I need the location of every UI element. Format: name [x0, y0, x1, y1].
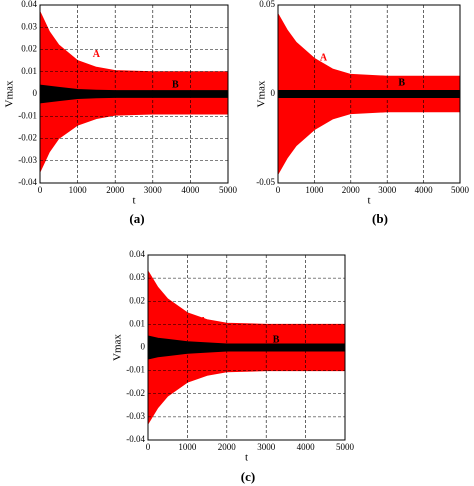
- caption: (b): [372, 211, 388, 226]
- x-tick-label: 3000: [378, 185, 397, 195]
- y-tick-label: 0.04: [21, 0, 37, 9]
- y-tick-label: -0.03: [126, 411, 145, 421]
- upper-envelope: [277, 13, 460, 77]
- y-axis-label: Vmax: [112, 334, 124, 361]
- x-tick-label: 4000: [181, 185, 200, 195]
- y-tick-label: 0.05: [259, 0, 275, 9]
- y-tick-label: -0.01: [18, 110, 37, 120]
- series-label: A: [93, 49, 101, 60]
- x-tick-label: 0: [38, 185, 43, 195]
- y-tick-label: -0.04: [126, 434, 145, 444]
- x-tick-label: 5000: [336, 442, 355, 452]
- panel: A B 0 1000 2000 3000 4000 5000 -0.04 -0.03 -0.02 -0…: [112, 249, 355, 484]
- x-tick-label: 1000: [69, 185, 88, 195]
- y-tick-label: 0.03: [129, 272, 145, 282]
- caption: (c): [241, 469, 255, 484]
- plot-frame: [147, 254, 346, 441]
- upper-envelope: [147, 270, 345, 325]
- y-tick-label: -0.02: [126, 388, 145, 398]
- x-tick-label: 2000: [342, 185, 361, 195]
- caption: (a): [129, 211, 144, 226]
- y-tick-label: 0.02: [21, 44, 37, 54]
- series-label: A: [200, 316, 208, 327]
- lower-envelope: [277, 111, 460, 175]
- x-axis-label: t: [367, 195, 370, 207]
- y-axis-label: Vmax: [256, 80, 268, 107]
- x-tick-label: 3000: [257, 442, 276, 452]
- lower-envelope: [39, 113, 228, 173]
- panel: AB0 1000 2000 3000 4000 5000-0.0500.05tVmax(b…: [256, 0, 470, 226]
- series-label: B: [172, 79, 179, 90]
- band-fill: [40, 85, 228, 103]
- x-tick-label: 0: [146, 442, 151, 452]
- series-label: B: [273, 334, 280, 345]
- lower-envelope: [147, 370, 345, 425]
- x-tick-label: 1000: [178, 442, 197, 452]
- x-tick-label: 1000: [305, 185, 324, 195]
- plot-frame: [277, 4, 461, 184]
- y-tick-label: 0.04: [129, 249, 145, 259]
- upper-envelope: [147, 335, 345, 345]
- lower-envelope: [147, 350, 345, 360]
- y-tick-label: -0.04: [18, 177, 37, 187]
- y-tick-label: -0.03: [18, 155, 37, 165]
- x-tick-label: 5000: [451, 185, 470, 195]
- x-axis-label: t: [245, 452, 248, 464]
- x-tick-label: 2000: [218, 442, 237, 452]
- x-tick-label: 2000: [106, 185, 125, 195]
- series-label: B: [398, 78, 405, 89]
- x-axis-label: t: [132, 195, 135, 207]
- x-tick-label: 4000: [297, 442, 316, 452]
- y-tick-label: 0.02: [129, 295, 145, 305]
- y-tick-label: 0: [271, 88, 276, 98]
- band-fill: [148, 335, 345, 360]
- x-tick-label: 3000: [144, 185, 163, 195]
- y-axis-label: Vmax: [4, 80, 16, 107]
- lower-envelope: [39, 96, 228, 104]
- y-tick-label: -0.01: [126, 365, 145, 375]
- x-tick-label: 0: [276, 185, 281, 195]
- y-tick-label: -0.05: [256, 177, 275, 187]
- y-tick-label: 0: [33, 88, 38, 98]
- panel: A B 0 1000 2000 3000 4000 5000 -0.04 -0.03 -0.02 -0…: [4, 0, 238, 226]
- x-tick-label: 5000: [219, 185, 238, 195]
- y-tick-label: -0.02: [18, 133, 37, 143]
- y-tick-label: 0.01: [21, 66, 37, 76]
- series-label: A: [320, 53, 328, 64]
- plot-frame: [39, 4, 229, 184]
- upper-envelope: [39, 84, 228, 92]
- y-tick-label: 0.03: [21, 21, 37, 31]
- y-tick-label: 0.01: [129, 318, 145, 328]
- y-tick-label: 0: [141, 342, 146, 352]
- x-tick-label: 4000: [415, 185, 434, 195]
